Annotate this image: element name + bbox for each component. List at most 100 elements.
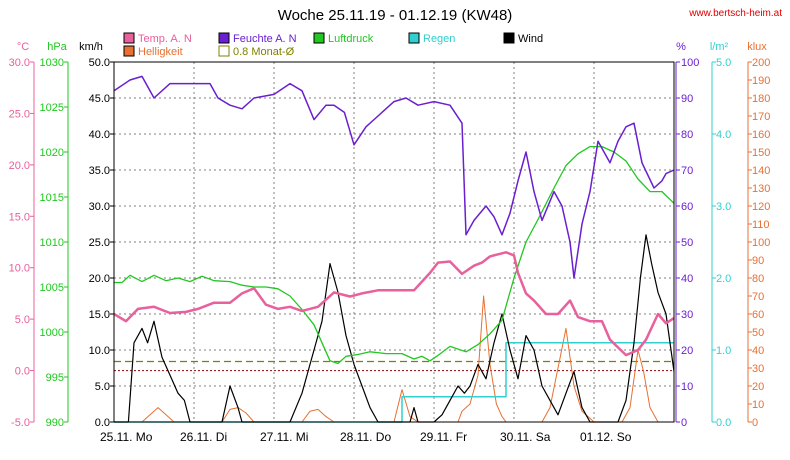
luftdruck-axis-tick-label: 1000 bbox=[40, 327, 64, 339]
series-luftdruck bbox=[114, 145, 675, 365]
feuchte-axis-tick-label: 20 bbox=[681, 345, 693, 357]
helligkeit-axis-tick-label: 200 bbox=[752, 57, 770, 69]
legend-label-feuchte: Feuchte A. N bbox=[233, 33, 297, 45]
luftdruck-axis-tick-label: 995 bbox=[46, 372, 64, 384]
x-tick-label: 28.11. Do bbox=[340, 430, 391, 444]
wind-axis-unit: km/h bbox=[79, 41, 103, 53]
helligkeit-axis-tick-label: 50 bbox=[752, 327, 764, 339]
helligkeit-axis-tick-label: 130 bbox=[752, 183, 770, 195]
legend-label-monat: 0.8 Monat-Ø bbox=[233, 46, 295, 58]
x-tick-label: 01.12. So bbox=[580, 430, 632, 444]
x-tick-label: 26.11. Di bbox=[180, 430, 227, 444]
series-regen bbox=[114, 342, 674, 423]
legend-swatch-wind bbox=[503, 32, 515, 44]
regen-axis-tick-label: 5.0 bbox=[716, 57, 731, 69]
legend-label-temp: Temp. A. N bbox=[138, 33, 192, 45]
feuchte-axis-tick-label: 10 bbox=[681, 381, 693, 393]
legend-swatch-monat bbox=[218, 45, 230, 57]
legend-layer: Temp. A. N Feuchte A. N Luftdruck Regen Wind… bbox=[123, 32, 543, 58]
legend-label-helligkeit: Helligkeit bbox=[138, 46, 183, 58]
x-tick-label: 27.11. Mi bbox=[260, 430, 308, 444]
helligkeit-axis-tick-label: 100 bbox=[752, 237, 770, 249]
luftdruck-axis-tick-label: 1025 bbox=[40, 102, 64, 114]
feuchte-axis-tick-label: 30 bbox=[681, 309, 693, 321]
regen-axis-tick-label: 1.0 bbox=[716, 345, 731, 357]
legend-swatch-regen bbox=[408, 32, 420, 44]
series-feuchte bbox=[113, 75, 675, 279]
helligkeit-axis-tick-label: 10 bbox=[752, 399, 764, 411]
source-url: www.bertsch-heim.at bbox=[688, 8, 782, 19]
helligkeit-axis-tick-label: 170 bbox=[752, 111, 770, 123]
luftdruck-axis-tick-label: 1010 bbox=[40, 237, 64, 249]
feuchte-axis-tick-label: 50 bbox=[681, 237, 693, 249]
regen-axis-tick-label: 0.0 bbox=[716, 417, 731, 429]
temp-axis-unit: °C bbox=[17, 41, 29, 53]
luftdruck-axis-tick-label: 1005 bbox=[40, 282, 64, 294]
regen-axis-tick-label: 2.0 bbox=[716, 273, 731, 285]
legend-swatch-feuchte bbox=[218, 32, 230, 44]
legend-swatch-helligkeit bbox=[123, 45, 135, 57]
wind-axis-tick-label: 30.0 bbox=[89, 201, 110, 213]
helligkeit-axis-tick-label: 0 bbox=[752, 417, 758, 429]
series-temp bbox=[113, 251, 675, 357]
temp-axis-tick-label: 15.0 bbox=[9, 211, 30, 223]
regen-axis-tick-label: 3.0 bbox=[716, 201, 731, 213]
helligkeit-axis-tick-label: 90 bbox=[752, 255, 764, 267]
regen-axis-tick-label: 4.0 bbox=[716, 129, 731, 141]
x-tick-label: 30.11. Sa bbox=[500, 430, 551, 444]
helligkeit-axis-tick-label: 40 bbox=[752, 345, 764, 357]
luftdruck-axis-tick-label: 1020 bbox=[40, 147, 64, 159]
helligkeit-axis-tick-label: 180 bbox=[752, 93, 770, 105]
temp-axis-tick-label: 25.0 bbox=[9, 108, 30, 120]
helligkeit-axis-tick-label: 20 bbox=[752, 381, 764, 393]
helligkeit-axis-tick-label: 140 bbox=[752, 165, 770, 177]
wind-axis-tick-label: 50.0 bbox=[89, 57, 110, 69]
temp-axis-tick-label: 0.0 bbox=[15, 366, 30, 378]
helligkeit-axis-tick-label: 160 bbox=[752, 129, 770, 141]
helligkeit-axis-tick-label: 110 bbox=[752, 219, 770, 231]
helligkeit-axis-tick-label: 80 bbox=[752, 273, 764, 285]
legend-swatch-temp bbox=[123, 32, 135, 44]
temp-axis-tick-label: 30.0 bbox=[9, 57, 30, 69]
feuchte-axis-tick-label: 100 bbox=[681, 57, 699, 69]
helligkeit-axis-tick-label: 70 bbox=[752, 291, 764, 303]
wind-axis-tick-label: 5.0 bbox=[95, 381, 110, 393]
grid-layer bbox=[114, 62, 674, 422]
luftdruck-axis-tick-label: 990 bbox=[46, 417, 64, 429]
helligkeit-axis-tick-label: 150 bbox=[752, 147, 770, 159]
helligkeit-axis-tick-label: 60 bbox=[752, 309, 764, 321]
feuchte-axis-tick-label: 0 bbox=[681, 417, 687, 429]
luftdruck-axis-unit: hPa bbox=[47, 41, 67, 53]
series-wind bbox=[114, 234, 675, 423]
wind-axis-tick-label: 45.0 bbox=[89, 93, 110, 105]
wind-axis-tick-label: 15.0 bbox=[89, 309, 110, 321]
luftdruck-axis-tick-label: 1030 bbox=[40, 57, 64, 69]
feuchte-axis-tick-label: 90 bbox=[681, 93, 693, 105]
series-helligkeit bbox=[114, 295, 674, 423]
legend-swatch-luftdruck bbox=[313, 32, 325, 44]
feuchte-axis-unit: % bbox=[676, 41, 686, 53]
temp-axis-tick-label: -5.0 bbox=[11, 417, 30, 429]
helligkeit-axis-tick-label: 120 bbox=[752, 201, 770, 213]
helligkeit-axis-unit: klux bbox=[747, 41, 767, 53]
helligkeit-axis-tick-label: 190 bbox=[752, 75, 770, 87]
wind-axis-tick-label: 40.0 bbox=[89, 129, 110, 141]
axes-layer: 30.025.020.015.010.05.00.0-5.0°C10301025… bbox=[9, 41, 771, 444]
helligkeit-axis-tick-label: 30 bbox=[752, 363, 764, 375]
feuchte-axis-tick-label: 40 bbox=[681, 273, 693, 285]
wind-axis-tick-label: 10.0 bbox=[89, 345, 110, 357]
wind-axis-tick-label: 25.0 bbox=[89, 237, 110, 249]
luftdruck-axis-tick-label: 1015 bbox=[40, 192, 64, 204]
feuchte-axis-tick-label: 70 bbox=[681, 165, 693, 177]
legend-label-luftdruck: Luftdruck bbox=[328, 33, 374, 45]
wind-axis-tick-label: 0.0 bbox=[95, 417, 110, 429]
wind-axis-tick-label: 20.0 bbox=[89, 273, 110, 285]
temp-axis-tick-label: 10.0 bbox=[9, 263, 30, 275]
feuchte-axis-tick-label: 80 bbox=[681, 129, 693, 141]
temp-axis-tick-label: 20.0 bbox=[9, 160, 30, 172]
regen-axis-unit: l/m² bbox=[710, 41, 729, 53]
x-tick-label: 29.11. Fr bbox=[420, 430, 467, 444]
legend-label-wind: Wind bbox=[518, 33, 543, 45]
